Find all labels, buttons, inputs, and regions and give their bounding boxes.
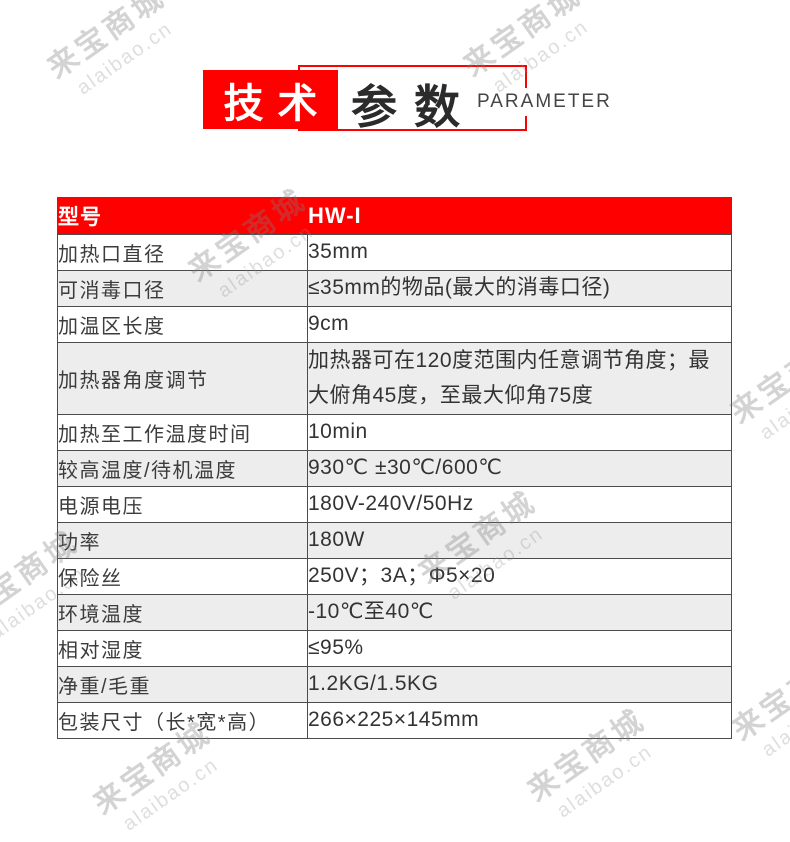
spec-row: 可消毒口径 ≤35mm的物品(最大的消毒口径) [57,270,732,307]
spec-value: 250V；3A；Φ5×20 [307,558,732,595]
spec-row: 加温区长度 9cm [57,306,732,343]
spec-label: 加热口直径 [57,234,308,271]
watermark-brand-text: 来宝商城 [41,0,173,86]
spec-label: 环境温度 [57,594,308,631]
spec-row: 电源电压 180V-240V/50Hz [57,486,732,523]
spec-row: 相对湿度 ≤95% [57,630,732,667]
watermark-site-text: alaibao.cn [756,362,790,445]
title-text-english: PARAMETER [468,88,622,116]
spec-row: 环境温度 -10℃至40℃ [57,594,732,631]
spec-value: 加热器可在120度范围内任意调节角度；最大俯角45度，至最大仰角75度 [307,342,732,415]
spec-value: 180V-240V/50Hz [307,486,732,523]
spec-label: 加热至工作温度时间 [57,414,308,451]
spec-value: ≤35mm的物品(最大的消毒口径) [307,270,732,307]
spec-value: -10℃至40℃ [307,594,732,631]
spec-label: 较高温度/待机温度 [57,450,308,487]
spec-label: 电源电压 [57,486,308,523]
spec-header-value: HW-I [307,197,732,235]
watermark-site-text: alaibao.cn [119,753,223,836]
spec-value: 10min [307,414,732,451]
spec-value: 180W [307,522,732,559]
spec-label: 加热器角度调节 [57,342,308,415]
spec-label: 包装尺寸（长*宽*高） [57,702,308,739]
watermark-site-text: alaibao.cn [758,679,790,762]
spec-header-label: 型号 [57,197,308,235]
spec-value: 9cm [307,306,732,343]
spec-value: 930℃ ±30℃/600℃ [307,450,732,487]
spec-table: 型号 HW-I 加热口直径 35mm 可消毒口径 ≤35mm的物品(最大的消毒口… [57,197,732,739]
watermark-site-text: alaibao.cn [73,17,177,100]
title-text-red: 技术 [223,81,332,126]
spec-value: 266×225×145mm [307,702,732,739]
spec-label: 相对湿度 [57,630,308,667]
watermark: 来宝商城 alaibao.cn [37,0,188,107]
spec-value: 1.2KG/1.5KG [307,666,732,703]
spec-row: 净重/毛重 1.2KG/1.5KG [57,666,732,703]
spec-header-row: 型号 HW-I [57,197,732,235]
spec-row: 保险丝 250V；3A；Φ5×20 [57,558,732,595]
spec-label: 保险丝 [57,558,308,595]
spec-value: 35mm [307,234,732,271]
spec-row: 加热器角度调节 加热器可在120度范围内任意调节角度；最大俯角45度，至最大仰角… [57,342,732,415]
title-red-box: 技术 [203,70,338,129]
spec-label: 加温区长度 [57,306,308,343]
title-text-dark: 参数 [351,81,477,133]
spec-label: 功率 [57,522,308,559]
spec-label: 净重/毛重 [57,666,308,703]
spec-value: ≤95% [307,630,732,667]
spec-row: 加热口直径 35mm [57,234,732,271]
spec-row: 包装尺寸（长*宽*高） 266×225×145mm [57,702,732,739]
watermark-site-text: alaibao.cn [553,740,657,823]
spec-label: 可消毒口径 [57,270,308,307]
spec-row: 较高温度/待机温度 930℃ ±30℃/600℃ [57,450,732,487]
spec-row: 加热至工作温度时间 10min [57,414,732,451]
spec-row: 功率 180W [57,522,732,559]
